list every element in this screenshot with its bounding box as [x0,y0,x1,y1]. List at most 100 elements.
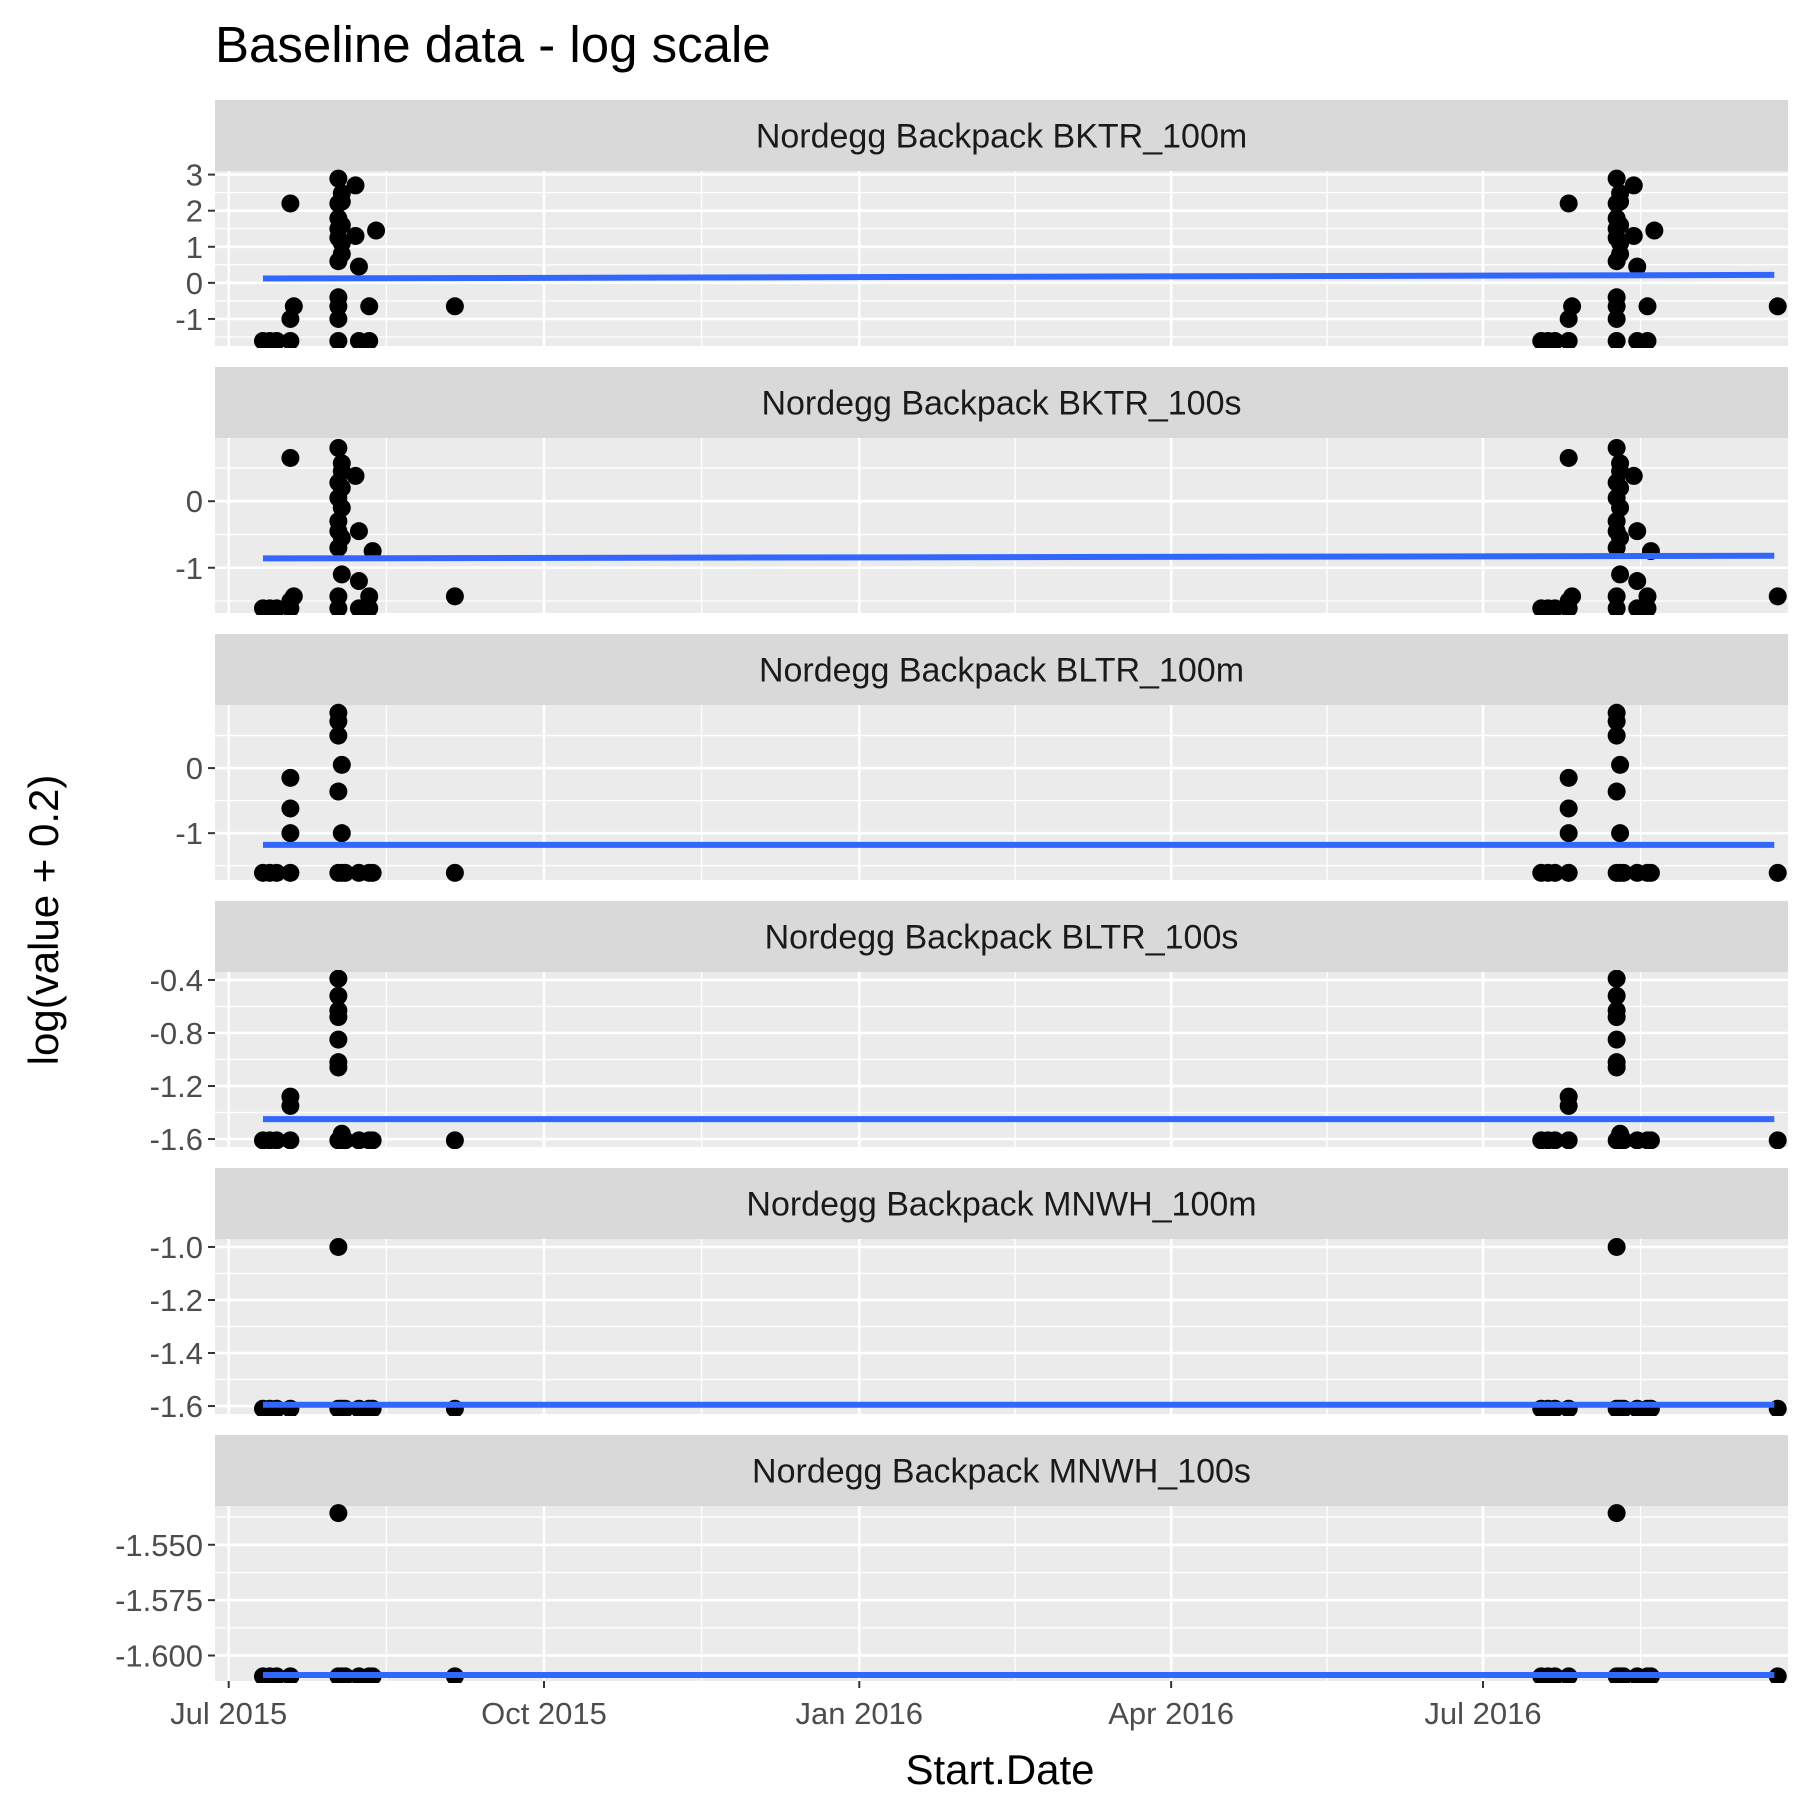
data-point [329,169,348,188]
y-tick-label: -1.575 [115,1583,203,1618]
data-point [1607,970,1626,988]
y-tick-label: 0 [186,484,203,519]
facet-panel: Nordegg Backpack BLTR_100m 0 -1 [175,634,1788,882]
panel-background [215,705,1788,880]
data-point [1607,712,1626,731]
data-point [1545,599,1564,615]
facet-strip [215,901,1788,972]
facet-strip-label: Nordegg Backpack BLTR_100s [765,919,1239,957]
data-point [332,244,351,263]
data-point [329,309,348,328]
facet-strip-label: Nordegg Backpack BKTR_100m [756,118,1247,156]
data-point [1624,226,1643,245]
y-tick-label: -1.600 [115,1639,203,1674]
facet-panel: Nordegg Backpack BKTR_100s 0 -1 [175,367,1788,615]
data-point [1559,1131,1578,1149]
data-point [1559,799,1578,818]
panel-data [253,1504,1787,1683]
y-tick-label: -1.4 [150,1336,203,1371]
facet-strip-label: Nordegg Backpack MNWH_100s [752,1453,1251,1491]
data-point [281,799,300,818]
data-point [329,1030,348,1049]
data-point [284,297,303,316]
data-point [329,712,348,731]
data-point [1628,257,1647,276]
data-point [1628,522,1647,541]
data-point [1559,824,1578,843]
data-point [281,1131,300,1149]
trend-line [262,271,1775,282]
data-point [1607,1504,1626,1523]
facet-panels: Nordegg Backpack BKTR_100m3210-1Nordegg … [115,100,1788,1683]
y-tick-label: -1.2 [150,1283,203,1318]
panel-data [253,970,1787,1149]
data-point [1607,1008,1626,1027]
data-point [329,599,348,615]
data-point [1607,726,1626,745]
data-point [332,478,351,497]
data-point [1559,768,1578,787]
data-point [1611,565,1630,584]
data-point [332,192,351,211]
x-axis: Jul 2015 Oct 2015 Jan 2016 Apr 2016 Jul 2016 [170,1681,1542,1731]
y-tick-label: -1 [175,816,203,851]
chart-title: Baseline data - log scale [215,16,771,73]
facet-panel: Nordegg Backpack BLTR_100s -0.4 -0.8 -1.2 -1… [150,901,1788,1157]
data-point [1611,462,1630,481]
y-tick-label: -1 [175,551,203,586]
data-point [332,824,351,843]
data-point [332,462,351,481]
data-point [360,297,379,316]
x-tick-label: Apr 2016 [1108,1696,1234,1731]
data-point [1614,863,1633,882]
data-point [1559,1096,1578,1115]
panel-background [215,1506,1788,1681]
data-point [1768,587,1787,606]
facet-strip [215,634,1788,705]
panel-data [253,169,1787,348]
data-point [1559,448,1578,467]
data-point [1607,297,1626,316]
y-tick-label: -1.550 [115,1528,203,1563]
data-point [1768,1131,1787,1149]
data-point [1545,863,1564,882]
facet-panel: Nordegg Backpack MNWH_100s -1.550 -1.575 -1… [115,1435,1788,1683]
data-point [329,970,348,988]
data-point [281,448,300,467]
x-tick-label: Jul 2015 [170,1696,287,1731]
data-point [1563,297,1582,316]
data-point [1768,1667,1787,1683]
data-point [1611,755,1630,774]
data-point [332,565,351,584]
data-point [329,726,348,745]
data-point [267,331,286,348]
y-tick-label: 2 [186,194,203,229]
data-point [445,863,464,882]
data-point [349,572,368,591]
data-point [329,1008,348,1027]
data-point [360,599,379,615]
data-point [332,755,351,774]
facet-strip-label: Nordegg Backpack BKTR_100s [761,385,1241,423]
data-point [1638,331,1657,348]
data-point [284,587,303,606]
data-point [1607,986,1626,1005]
data-point [1641,863,1660,882]
data-point [1607,309,1626,328]
x-tick-label: Jul 2016 [1424,1696,1541,1731]
y-tick-label: -1.2 [150,1069,203,1104]
data-point [1611,216,1630,235]
data-point [329,1504,348,1523]
data-point [1559,331,1578,348]
y-tick-label: 3 [186,158,203,193]
y-tick-label: 0 [186,751,203,786]
panel-background [215,171,1788,346]
data-point [1645,221,1664,240]
facet-strip [215,1435,1788,1506]
data-point [1768,863,1787,882]
data-point [329,1058,348,1077]
data-point [1768,297,1787,316]
data-point [267,863,286,882]
